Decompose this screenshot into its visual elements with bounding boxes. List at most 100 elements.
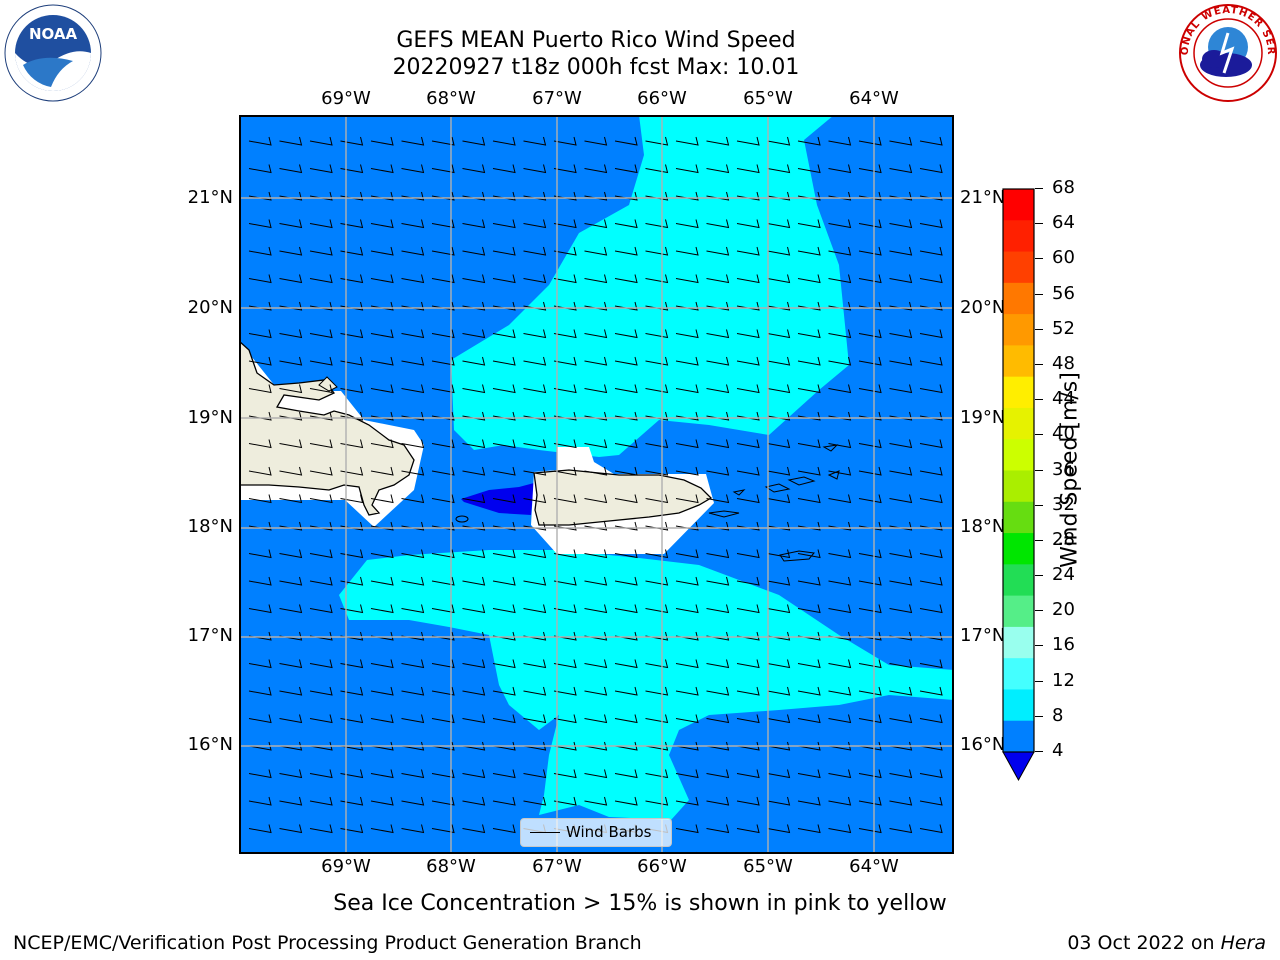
wind-barb <box>828 494 852 504</box>
wind-barb <box>767 686 791 696</box>
colorbar-tick-mark <box>1035 223 1043 225</box>
wind-barb <box>248 686 272 696</box>
wind-barb <box>706 824 730 834</box>
wind-barb <box>523 439 547 449</box>
wind-barb <box>309 246 333 256</box>
wind-barb <box>919 714 943 724</box>
wind-barb <box>523 466 547 476</box>
wind-barb <box>248 741 272 751</box>
wind-barb <box>492 494 516 504</box>
colorbar-tick-label: 4 <box>1052 740 1064 761</box>
graticule <box>239 115 954 854</box>
wind-barb <box>889 466 913 476</box>
wind-barb <box>431 136 455 146</box>
wind-barb <box>797 824 821 834</box>
wind-barb <box>309 219 333 229</box>
wind-barb <box>401 796 425 806</box>
wind-barb <box>767 494 791 504</box>
wind-barb <box>370 274 394 284</box>
wind-barb <box>431 686 455 696</box>
wind-barb <box>309 824 333 834</box>
wind-barb <box>736 686 760 696</box>
wind-barb <box>767 576 791 586</box>
wind-barb <box>797 466 821 476</box>
wind-barb <box>492 466 516 476</box>
colorbar-tick-label: 44 <box>1052 388 1075 410</box>
wind-barb <box>614 576 638 586</box>
colorbar-tick-label: 12 <box>1052 669 1075 691</box>
wind-barb <box>370 549 394 559</box>
colorbar-tick-mark <box>1035 434 1043 436</box>
wind-barb <box>309 356 333 366</box>
wind-barb <box>309 741 333 751</box>
wind-barb <box>279 494 303 504</box>
wind-barb <box>797 274 821 284</box>
wind-barb <box>584 356 608 366</box>
wind-barb <box>279 549 303 559</box>
wind-barb <box>797 136 821 146</box>
wind-barb <box>340 329 364 339</box>
wind-barb <box>706 439 730 449</box>
wind-barb <box>279 741 303 751</box>
wind-barb <box>919 384 943 394</box>
wind-barb <box>645 686 669 696</box>
wind-barb <box>431 274 455 284</box>
wind-barb <box>797 219 821 229</box>
wind-barb <box>492 604 516 614</box>
wind-barb <box>340 549 364 559</box>
wind-barb <box>248 714 272 724</box>
wind-barb <box>858 576 882 586</box>
wind-barb <box>370 494 394 504</box>
wind-barb <box>675 741 699 751</box>
wind-barb <box>736 356 760 366</box>
wind-barb <box>645 796 669 806</box>
wind-barb <box>340 494 364 504</box>
wind-barb <box>797 576 821 586</box>
map-frame <box>239 115 954 854</box>
wind-barb <box>370 356 394 366</box>
wind-barb <box>828 384 852 394</box>
colorbar-tick-mark <box>1035 328 1043 330</box>
legend-label: Wind Barbs <box>566 823 652 841</box>
wind-barb <box>858 769 882 779</box>
wind-barb <box>553 384 577 394</box>
colorbar-label: Wind Speed [m/s] <box>1057 372 1083 568</box>
wind-barb <box>248 659 272 669</box>
colorbar-segment <box>1003 220 1034 253</box>
wind-barb <box>584 659 608 669</box>
wind-barb <box>248 439 272 449</box>
wind-barb <box>919 246 943 256</box>
wind-barb <box>279 714 303 724</box>
wind-barb <box>553 494 577 504</box>
wind-barb <box>431 824 455 834</box>
wind-barb <box>675 824 699 834</box>
wind-barb <box>736 714 760 724</box>
wind-barb <box>858 741 882 751</box>
wind-barb <box>370 219 394 229</box>
wind-barb <box>858 274 882 284</box>
wind-barb <box>919 824 943 834</box>
wind-barb <box>614 274 638 284</box>
colorbar-tick-mark <box>1035 188 1043 189</box>
wind-barb <box>858 604 882 614</box>
wind-barb <box>706 659 730 669</box>
wind-barb <box>645 466 669 476</box>
wind-barb <box>340 741 364 751</box>
wind-barb <box>523 659 547 669</box>
lat-label-left: 17°N <box>187 625 233 646</box>
lat-label-left: 19°N <box>187 407 233 428</box>
wind-barb <box>797 549 821 559</box>
wind-barb <box>248 796 272 806</box>
wind-barb <box>431 796 455 806</box>
wind-barb <box>401 714 425 724</box>
wind-barb <box>706 576 730 586</box>
wind-barb <box>523 219 547 229</box>
wind-barb <box>370 769 394 779</box>
wind-barb <box>675 494 699 504</box>
wind-barb <box>370 714 394 724</box>
wind-barb <box>279 576 303 586</box>
wind-barb <box>584 576 608 586</box>
wind-barb <box>401 769 425 779</box>
colorbar-tick-label: 40 <box>1052 423 1075 445</box>
wind-barb <box>858 796 882 806</box>
